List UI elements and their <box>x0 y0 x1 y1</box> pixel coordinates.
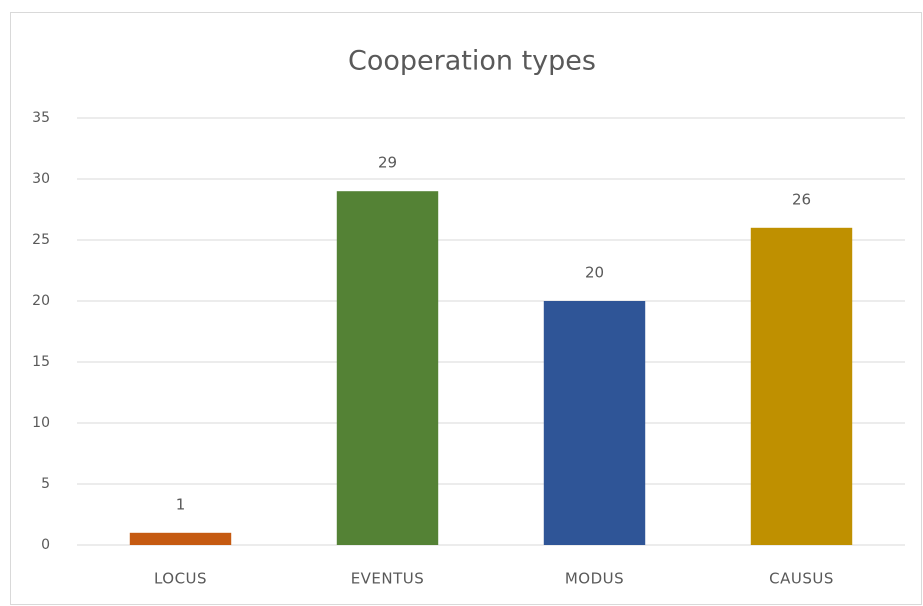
y-tick-label: 0 <box>41 537 50 553</box>
bar <box>336 191 439 545</box>
bar <box>129 532 232 545</box>
y-tick-label: 30 <box>32 171 50 187</box>
bar <box>750 227 853 546</box>
bar <box>543 301 646 545</box>
y-tick-label: 20 <box>32 293 50 309</box>
x-tick-label: CAUSUS <box>769 570 834 588</box>
y-tick-label: 15 <box>32 354 50 370</box>
data-label: 29 <box>378 154 397 172</box>
data-label: 20 <box>585 264 604 282</box>
x-tick-label: EVENTUS <box>351 570 425 588</box>
x-tick-label: LOCUS <box>154 570 207 588</box>
x-tick-label: MODUS <box>565 570 624 588</box>
y-tick-label: 5 <box>41 476 50 492</box>
y-tick-label: 10 <box>32 415 50 431</box>
data-label: 26 <box>792 190 811 208</box>
y-tick-label: 25 <box>32 232 50 248</box>
data-label: 1 <box>176 495 186 513</box>
chart-title: Cooperation types <box>348 46 596 77</box>
y-tick-label: 35 <box>32 110 50 126</box>
